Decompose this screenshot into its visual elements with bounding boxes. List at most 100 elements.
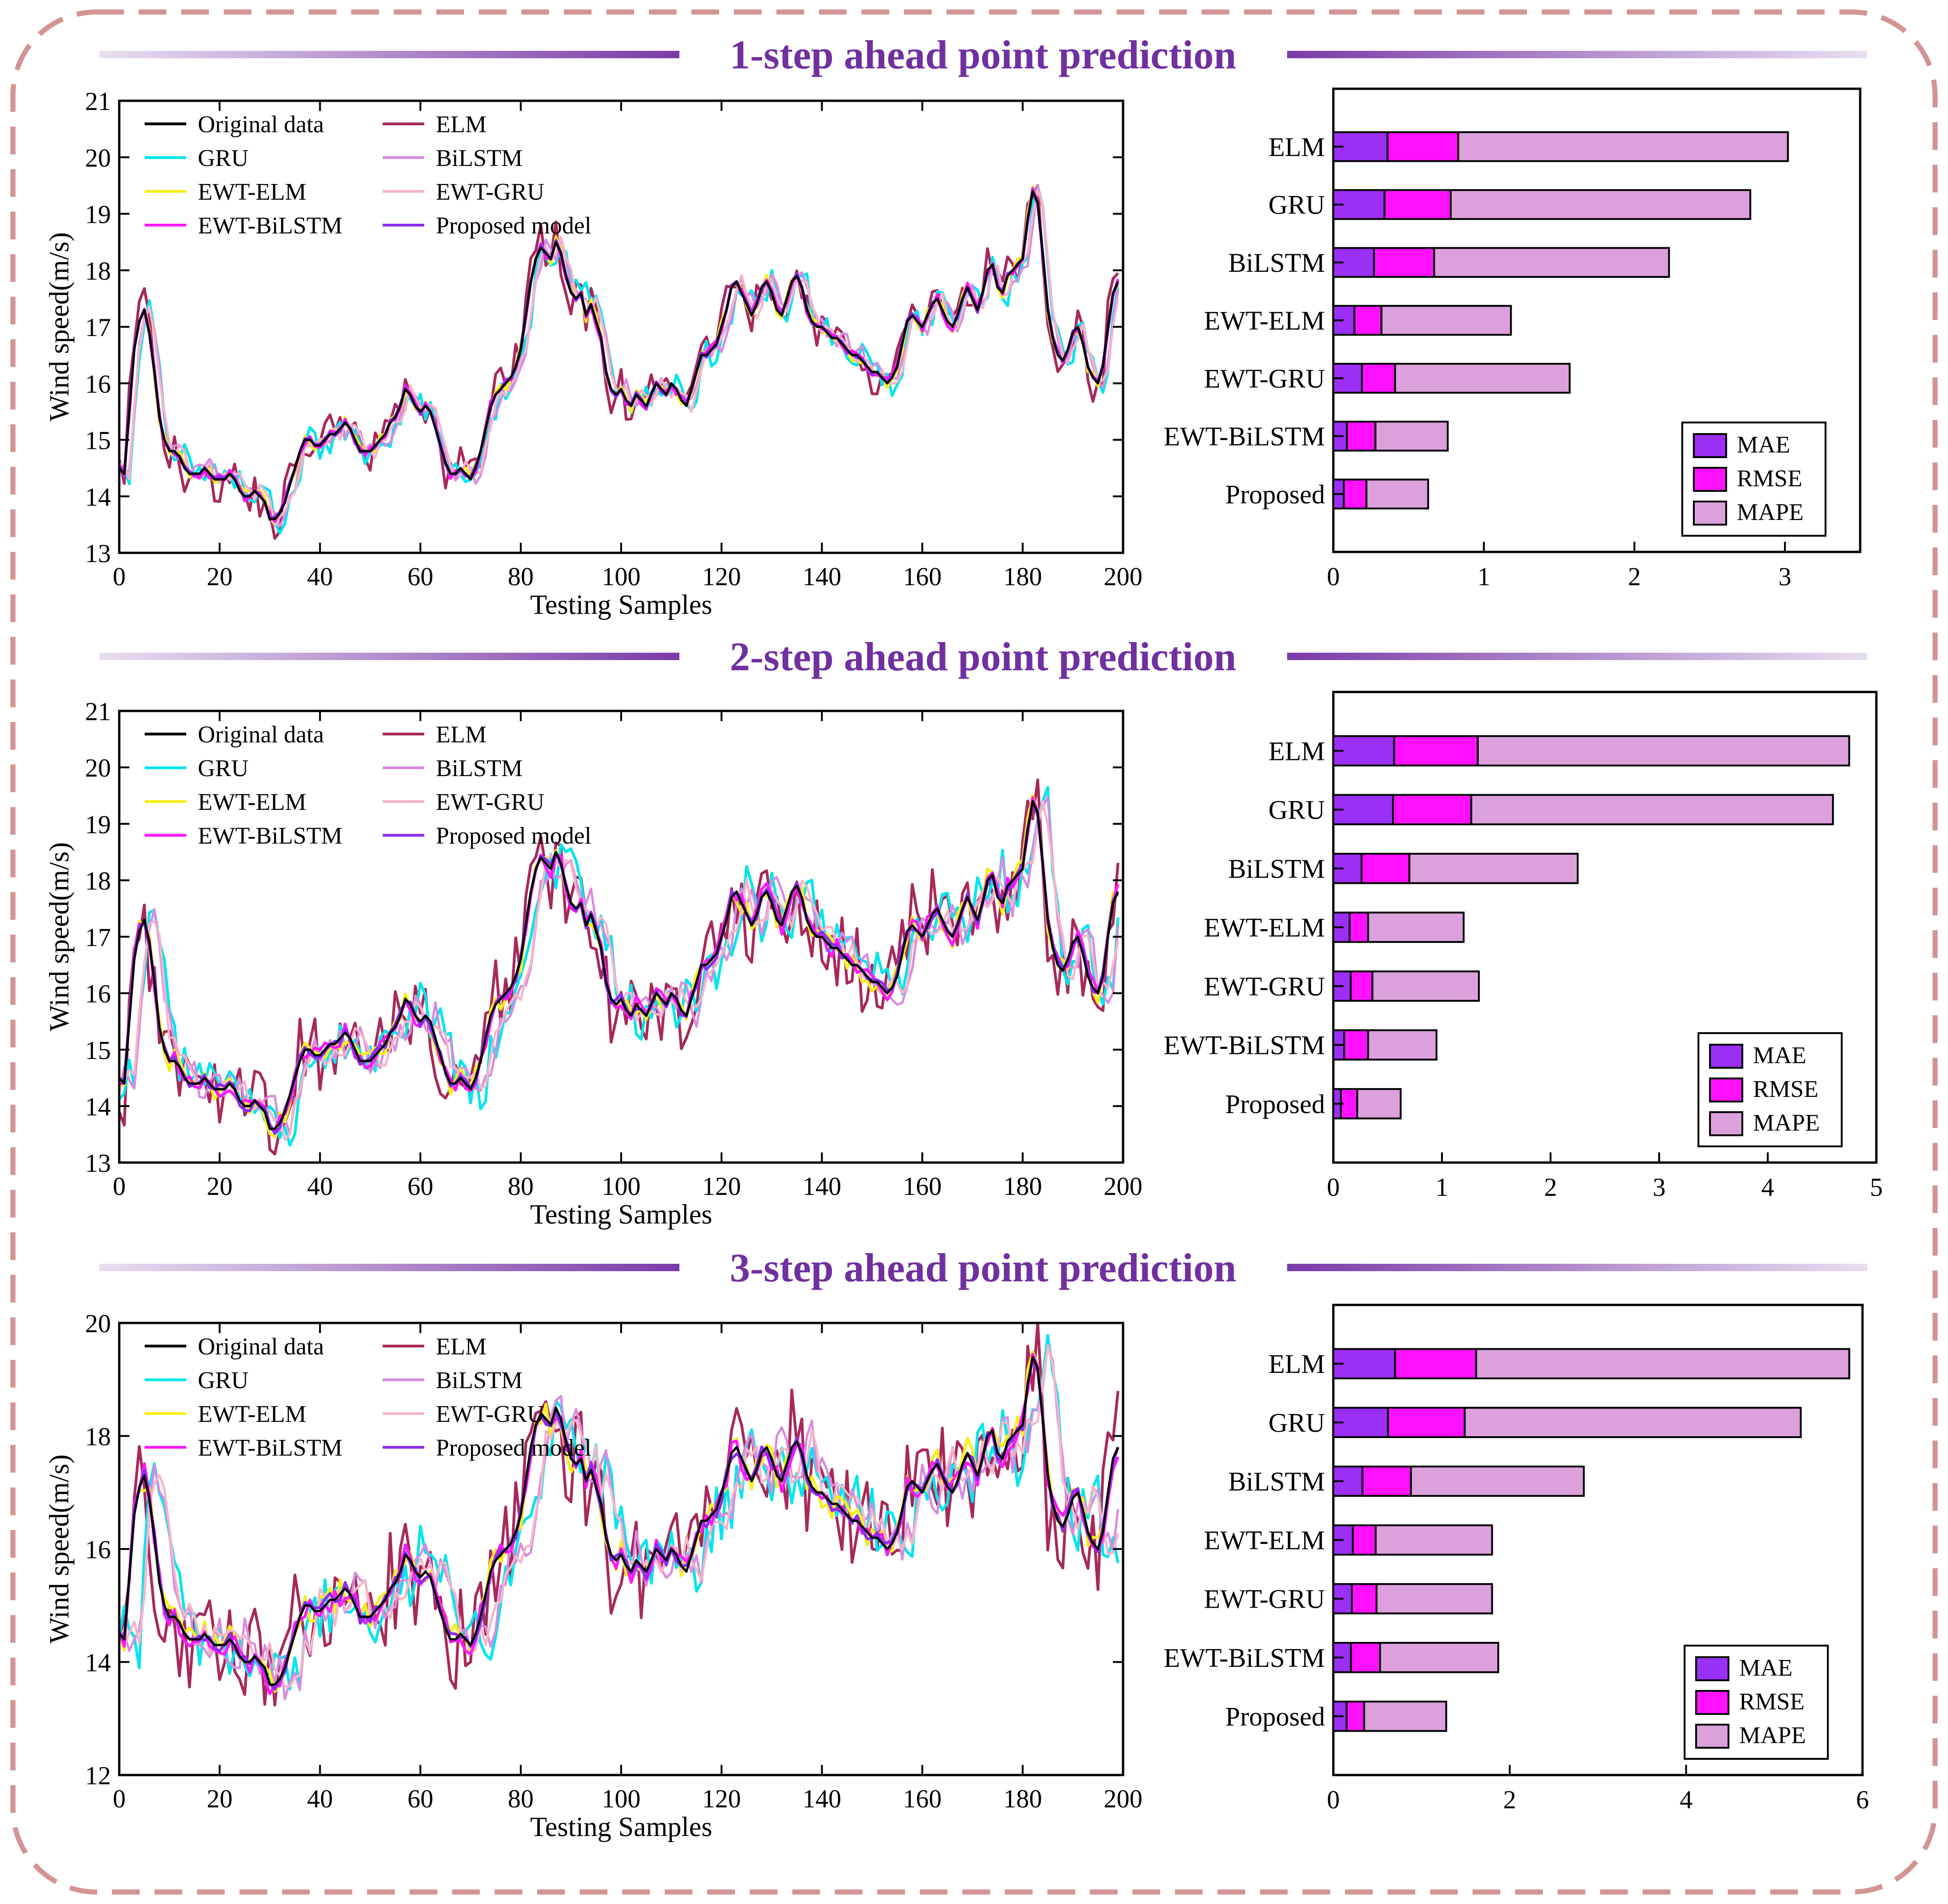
y-tick-label: 21 bbox=[85, 87, 111, 116]
x-tick-label: 160 bbox=[903, 1172, 942, 1201]
y-tick-label: 16 bbox=[85, 980, 111, 1009]
x-tick-label: 60 bbox=[408, 1172, 434, 1201]
bar-segment-rmse bbox=[1345, 1701, 1365, 1732]
y-tick-label: 14 bbox=[85, 483, 111, 512]
legend-label: RMSE bbox=[1753, 1076, 1819, 1102]
y-axis-label: Wind speed(m/s) bbox=[44, 1454, 74, 1643]
x-tick-label: 160 bbox=[903, 1785, 942, 1813]
legend-label: Proposed model bbox=[436, 213, 592, 239]
category-label: ELM bbox=[1269, 736, 1325, 766]
title-bar-left bbox=[99, 653, 679, 660]
line-chart-1: 0 20 40 60 80 100 120 140 160 180 200 13 14 15 16 17 18 1… bbox=[44, 87, 1142, 620]
legend-label: GRU bbox=[198, 1367, 249, 1394]
x-tick-label: 200 bbox=[1104, 1785, 1142, 1813]
legend-label: EWT-BiLSTM bbox=[198, 213, 342, 239]
y-tick-label: 13 bbox=[85, 1149, 111, 1178]
y-tick-label: 19 bbox=[85, 810, 111, 839]
x-axis-label: Testing Samples bbox=[530, 1199, 712, 1230]
line-chart-2: 0 20 40 60 80 100 120 140 160 180 200 13 14 15 16 17 18 1… bbox=[44, 698, 1142, 1230]
x-tick-label: 120 bbox=[702, 563, 741, 591]
y-tick-label: 15 bbox=[85, 1036, 111, 1065]
x-tick-label: 120 bbox=[702, 1172, 741, 1201]
x-tick-label: 4 bbox=[1761, 1173, 1774, 1202]
legend-label: RMSE bbox=[1737, 465, 1802, 492]
legend-swatch bbox=[1695, 1690, 1729, 1715]
legend-label: EWT-BiLSTM bbox=[198, 1435, 342, 1461]
x-tick-label: 180 bbox=[1003, 1785, 1042, 1813]
series-group bbox=[119, 778, 1120, 1156]
x-tick-label: 6 bbox=[1856, 1786, 1869, 1814]
legend-swatch bbox=[1709, 1078, 1743, 1102]
x-tick-label: 100 bbox=[602, 1785, 641, 1813]
bar-segment-mape bbox=[1375, 1583, 1493, 1615]
y-tick-label: 15 bbox=[85, 427, 111, 455]
x-tick-label: 120 bbox=[702, 1785, 741, 1813]
legend-label: Original data bbox=[198, 1334, 324, 1360]
category-label: EWT-GRU bbox=[1204, 1584, 1325, 1614]
legend-swatch bbox=[1695, 1656, 1729, 1681]
bar-segment-mape bbox=[1410, 1465, 1585, 1497]
y-tick-label: 13 bbox=[85, 539, 111, 568]
category-label: EWT-ELM bbox=[1204, 1525, 1325, 1555]
category-label: GRU bbox=[1269, 190, 1325, 220]
legend-label: EWT-ELM bbox=[198, 789, 306, 815]
title-bar-right bbox=[1287, 1264, 1867, 1271]
x-tick-label: 2 bbox=[1628, 563, 1641, 591]
bar-segment-rmse bbox=[1383, 189, 1452, 220]
legend-label: Original data bbox=[198, 722, 324, 748]
x-tick-label: 0 bbox=[113, 563, 126, 591]
category-label: EWT-ELM bbox=[1204, 912, 1325, 943]
bar-segment-rmse bbox=[1386, 131, 1459, 162]
bar-segment-rmse bbox=[1394, 1348, 1478, 1379]
category-label: Proposed bbox=[1225, 1089, 1325, 1119]
bar-segment-mae bbox=[1332, 1465, 1363, 1497]
bar-segment-rmse bbox=[1343, 1029, 1369, 1061]
x-tick-label: 160 bbox=[903, 563, 942, 591]
legend-label: EWT-GRU bbox=[436, 179, 544, 205]
y-tick-label: 16 bbox=[85, 1536, 111, 1564]
bar-segment-rmse bbox=[1351, 1583, 1378, 1615]
x-tick-label: 20 bbox=[207, 1172, 232, 1201]
y-tick-label: 17 bbox=[85, 313, 111, 342]
legend-label: GRU bbox=[198, 755, 249, 782]
legend-label: BiLSTM bbox=[436, 755, 523, 782]
x-tick-label: 4 bbox=[1679, 1786, 1692, 1814]
x-tick-label: 0 bbox=[1327, 1786, 1340, 1814]
bar-segment-rmse bbox=[1349, 912, 1369, 943]
legend-label: MAE bbox=[1739, 1655, 1793, 1681]
dashed-frame bbox=[10, 9, 1938, 1895]
bar-segment-mape bbox=[1371, 970, 1480, 1002]
bar-segment-rmse bbox=[1393, 735, 1479, 767]
category-label: GRU bbox=[1269, 1408, 1325, 1438]
category-label: BiLSTM bbox=[1228, 248, 1325, 278]
bar-segment-rmse bbox=[1361, 362, 1396, 394]
x-tick-label: 140 bbox=[802, 1172, 841, 1201]
legend-label: Proposed model bbox=[436, 1435, 592, 1461]
legend-label: EWT-GRU bbox=[436, 789, 544, 815]
section-title: 2-step ahead point prediction bbox=[730, 635, 1236, 680]
x-tick-label: 1 bbox=[1478, 563, 1490, 591]
y-tick-label: 20 bbox=[85, 1310, 111, 1338]
category-label: ELM bbox=[1269, 1349, 1325, 1379]
legend-label: EWT-BiLSTM bbox=[198, 823, 342, 849]
bar-segment-rmse bbox=[1353, 305, 1383, 336]
x-tick-label: 20 bbox=[207, 1785, 232, 1813]
bar-chart-1: ELM GRU BiLSTM EWT-ELM EWT-GRU EWT-BiLSTM Prop… bbox=[1164, 87, 1862, 591]
bar-segment-rmse bbox=[1373, 247, 1435, 278]
legend-label: MAPE bbox=[1739, 1722, 1806, 1749]
bar-segment-rmse bbox=[1392, 794, 1472, 826]
section-title: 3-step ahead point prediction bbox=[730, 1246, 1236, 1291]
x-tick-label: 2 bbox=[1503, 1786, 1516, 1814]
series-group bbox=[119, 1323, 1120, 1707]
category-label: EWT-GRU bbox=[1204, 363, 1325, 393]
legend-label: EWT-GRU bbox=[436, 1401, 544, 1427]
category-label: GRU bbox=[1269, 795, 1325, 825]
bar-segment-mape bbox=[1394, 362, 1571, 394]
y-tick-label: 14 bbox=[85, 1093, 111, 1121]
legend-swatch bbox=[1695, 1724, 1729, 1749]
title-bar-right bbox=[1287, 653, 1867, 660]
y-tick-label: 20 bbox=[85, 144, 111, 172]
bar-segment-rmse bbox=[1361, 1465, 1412, 1497]
bar-segment-mape bbox=[1367, 912, 1465, 943]
x-tick-label: 200 bbox=[1104, 1172, 1142, 1201]
